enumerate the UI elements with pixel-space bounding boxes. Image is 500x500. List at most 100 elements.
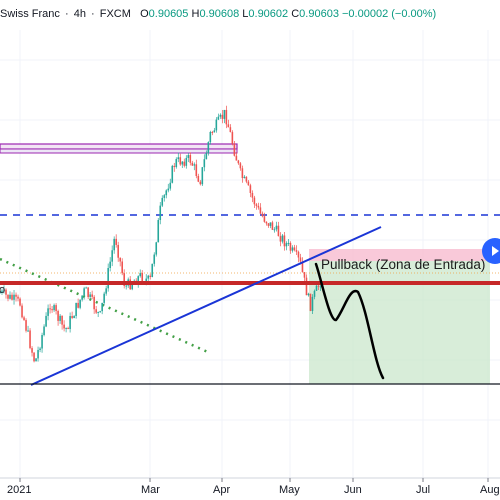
- candle-body: [15, 294, 17, 297]
- candle-body: [145, 278, 148, 283]
- candle-body: [35, 358, 37, 362]
- candle-body: [139, 273, 142, 277]
- candle-body: [119, 257, 121, 262]
- candle-body: [225, 109, 228, 125]
- candle-body: [107, 268, 109, 289]
- axis-label-2021: 2021: [7, 484, 32, 496]
- candle-body: [93, 296, 95, 310]
- candle-body: [213, 130, 216, 133]
- candle-body: [217, 116, 220, 120]
- candle-body: [319, 286, 322, 288]
- candle-body: [141, 273, 144, 283]
- candle-body: [5, 289, 7, 295]
- candle-body: [191, 162, 194, 166]
- interval[interactable]: 4h: [73, 8, 86, 20]
- high-label: H: [191, 8, 200, 20]
- candle-body: [49, 308, 51, 310]
- candle-body: [45, 315, 47, 327]
- candle-body: [175, 159, 178, 168]
- candle-body: [287, 242, 290, 244]
- candle-body: [167, 188, 170, 191]
- low-value: 0.90602: [248, 8, 289, 20]
- candle-body: [57, 311, 59, 321]
- projected-path[interactable]: [314, 262, 385, 380]
- candle-body: [271, 222, 274, 230]
- candle-body: [297, 251, 300, 258]
- candle-body: [111, 250, 113, 262]
- candle-body: [243, 176, 246, 179]
- trend-line[interactable]: [30, 226, 382, 386]
- candle-body: [219, 114, 222, 117]
- candle-body: [251, 192, 254, 198]
- candle-body: [27, 330, 29, 332]
- candle-body: [151, 263, 154, 278]
- axis-label-may: May: [279, 484, 300, 496]
- candle-body: [269, 222, 272, 226]
- candle-body: [87, 287, 89, 297]
- candle-body: [53, 305, 55, 311]
- candle-body: [39, 348, 41, 350]
- target-zone[interactable]: [309, 261, 490, 384]
- candle-body: [105, 288, 107, 294]
- candle-body: [197, 176, 200, 182]
- candle-body: [43, 326, 45, 336]
- resistance-zone-1[interactable]: [0, 143, 238, 150]
- candle-body: [171, 165, 174, 183]
- high-value: 0.90608: [199, 8, 240, 20]
- candle-body: [193, 164, 196, 166]
- exchange: FXCM: [99, 8, 131, 20]
- candle-body: [179, 157, 182, 165]
- candle-body: [61, 315, 63, 325]
- scroll-right-button[interactable]: [482, 238, 500, 264]
- stop-zone[interactable]: [309, 249, 490, 261]
- candle-body: [13, 294, 15, 300]
- candle-body: [255, 204, 258, 206]
- candle-body: [221, 114, 224, 119]
- candle-body: [3, 289, 5, 291]
- candle-body: [63, 324, 65, 329]
- open-value: 0.90605: [148, 8, 189, 20]
- symbol-legend[interactable]: Swiss Franc · 4h · FXCM O0.90605 H0.9060…: [0, 8, 437, 20]
- candle-body: [201, 167, 204, 185]
- candle-body: [237, 160, 240, 164]
- symbol-name[interactable]: Swiss Franc: [0, 8, 60, 20]
- low-label: L: [242, 8, 249, 20]
- candle-body: [25, 320, 27, 331]
- candle-body: [113, 238, 115, 251]
- axis-label-apr: Apr: [213, 484, 231, 496]
- candle-body: [199, 181, 202, 185]
- candle-body: [253, 197, 256, 205]
- candle-body: [285, 243, 288, 247]
- candle-body: [159, 205, 162, 221]
- candle-body: [261, 213, 264, 217]
- candle-body: [215, 119, 218, 131]
- close-value: 0.90603: [299, 8, 339, 20]
- candle-body: [293, 247, 296, 251]
- candle-body: [195, 164, 198, 177]
- candle-body: [95, 309, 97, 313]
- candle-body: [311, 296, 314, 311]
- candle-body: [21, 305, 23, 318]
- candle-body: [161, 197, 164, 206]
- axis-label-mar: Mar: [141, 484, 160, 496]
- candle-body: [257, 205, 260, 208]
- candle-body: [31, 348, 33, 353]
- candle-body: [173, 165, 176, 168]
- candle-body: [301, 261, 304, 273]
- candle-body: [125, 285, 127, 287]
- candle-body: [71, 316, 73, 319]
- pullback-annotation[interactable]: Pullback (Zona de Entrada): [321, 257, 486, 272]
- candle-body: [207, 142, 210, 154]
- candle-body: [17, 296, 19, 299]
- candle-body: [83, 288, 85, 296]
- resistance-zone-2[interactable]: [0, 148, 238, 154]
- candle-body: [315, 285, 318, 291]
- candle-body: [183, 161, 186, 166]
- candle-body: [181, 161, 184, 165]
- candle-body: [245, 176, 248, 182]
- candle-body: [33, 352, 35, 362]
- candle-body: [81, 295, 83, 300]
- candle-body: [9, 294, 11, 299]
- candle-body: [117, 244, 119, 258]
